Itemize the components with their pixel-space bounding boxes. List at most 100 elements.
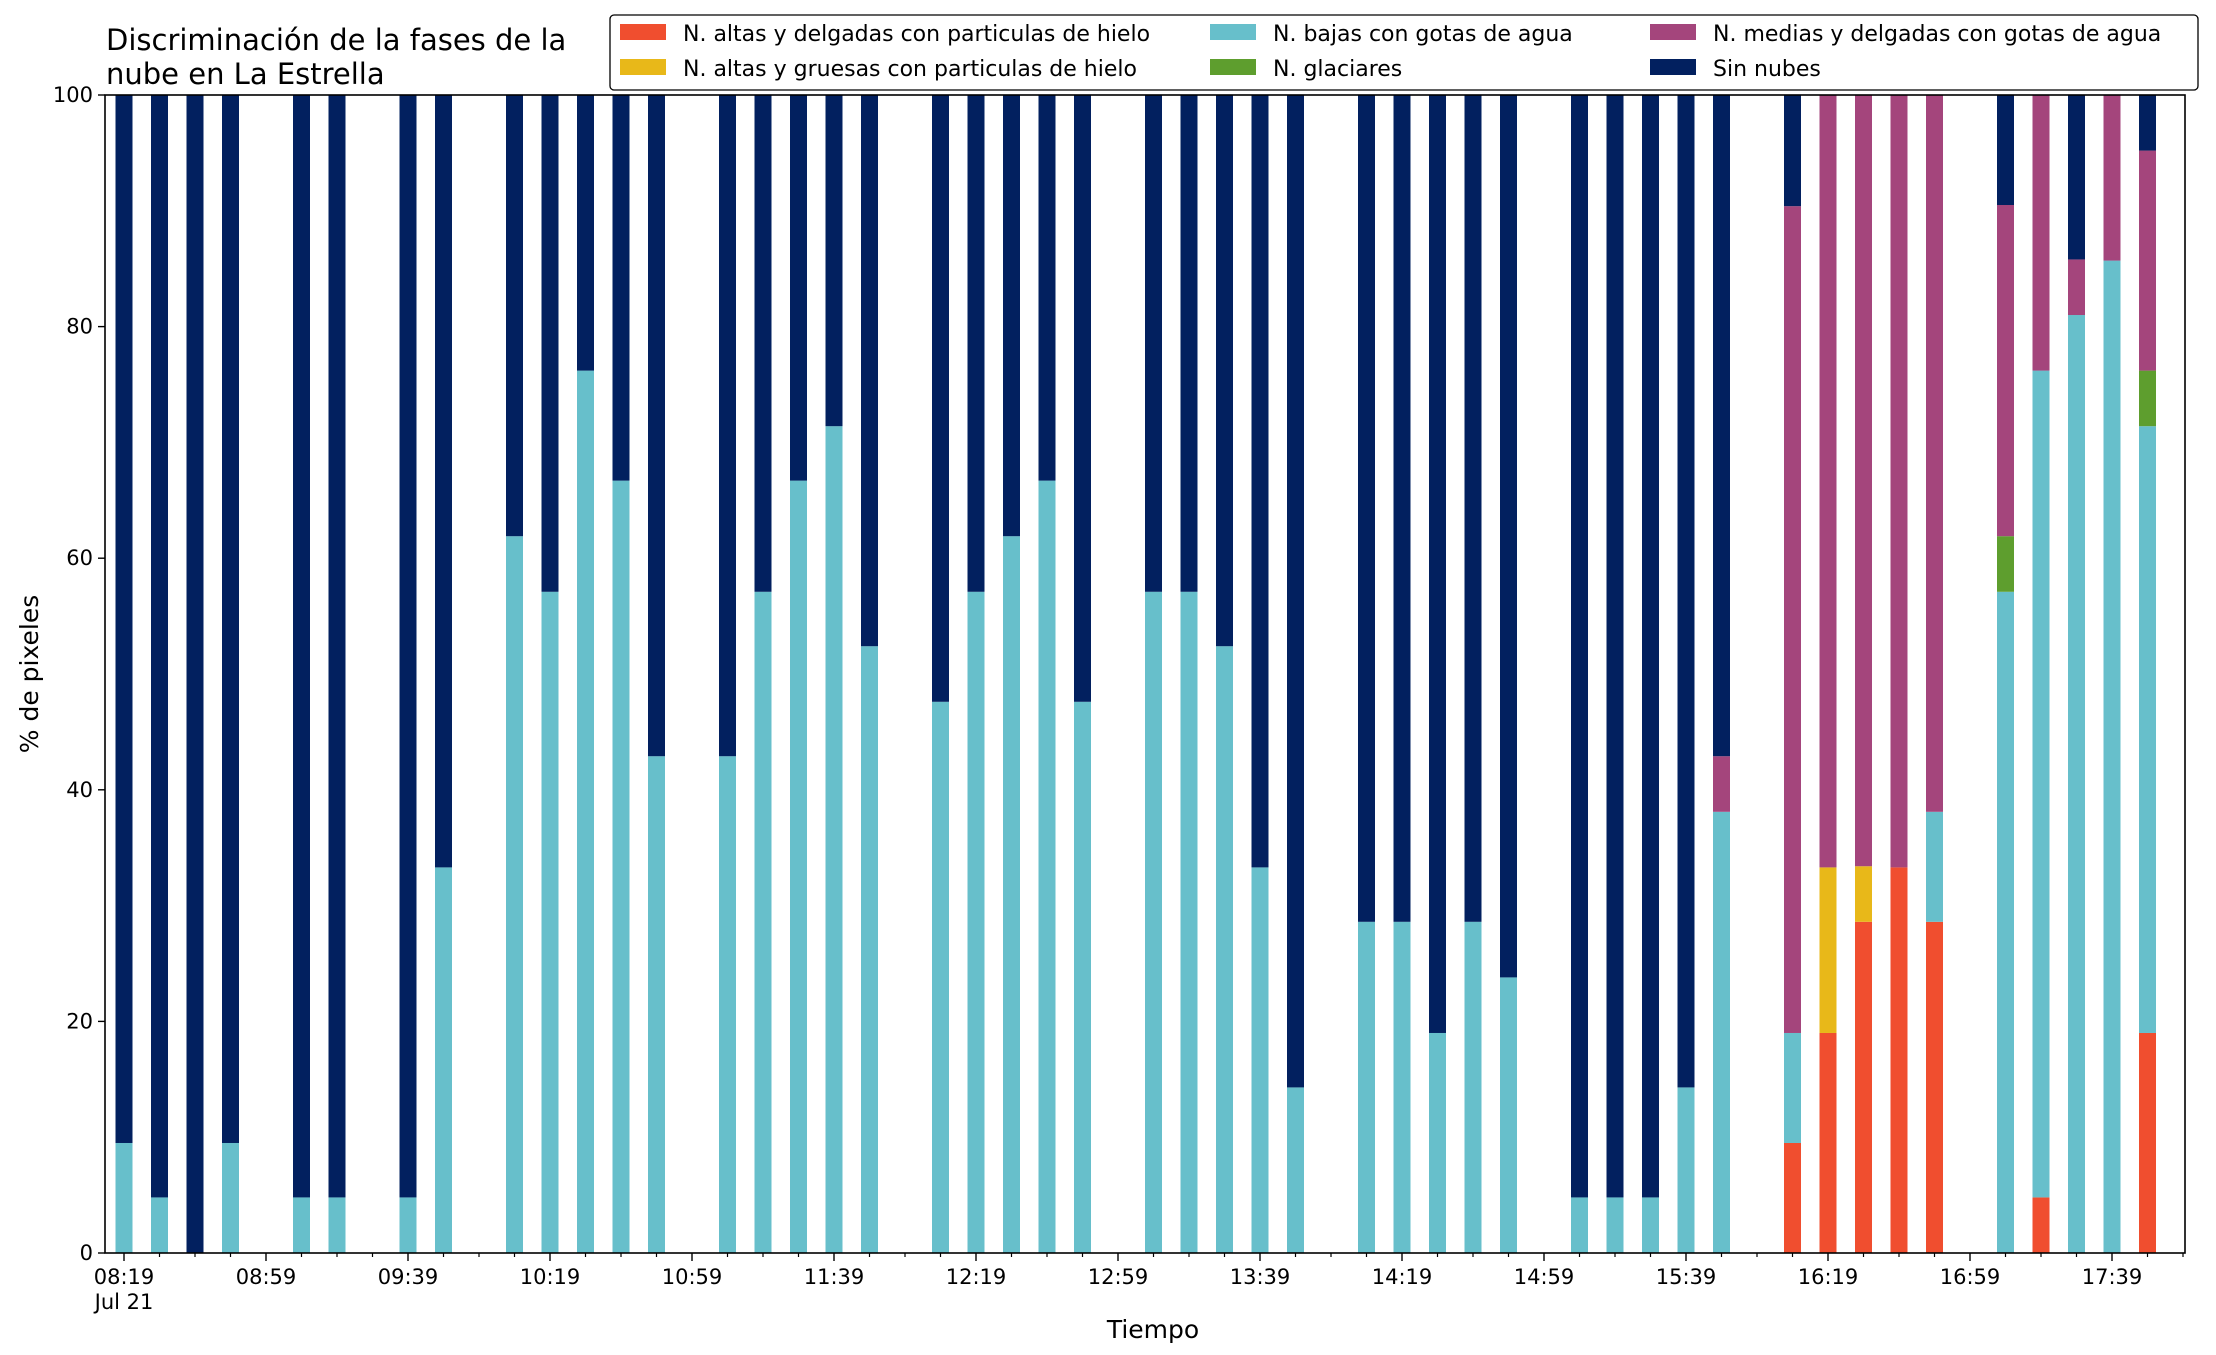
bar-segment-bajas_agua bbox=[1074, 701, 1091, 1253]
bar-segment-bajas_agua bbox=[293, 1197, 310, 1253]
legend-item-medias_agua: N. medias y delgadas con gotas de agua bbox=[1650, 22, 2161, 47]
bar-segment-alt_del_hielo bbox=[1819, 1032, 1837, 1253]
bar-segment-sin_nubes bbox=[648, 95, 665, 757]
legend-item-sin_nubes: Sin nubes bbox=[1650, 57, 1821, 82]
legend-swatch bbox=[1210, 24, 1256, 40]
bar-segment-bajas_agua bbox=[1606, 1197, 1624, 1253]
bar-segment-sin_nubes bbox=[1038, 95, 1056, 481]
bar-segment-medias_agua bbox=[2139, 150, 2156, 371]
bar-segment-bajas_agua bbox=[754, 591, 772, 1253]
bar-stack-38 bbox=[1464, 95, 1482, 1253]
bar-segment-bajas_agua bbox=[2068, 315, 2085, 1253]
bar-stack-19 bbox=[790, 95, 807, 1253]
bar-segment-bajas_agua bbox=[1642, 1197, 1659, 1253]
bar-segment-medias_agua bbox=[1784, 206, 1801, 1033]
bar-stack-29 bbox=[1145, 95, 1162, 1253]
x-tick-sublabel: Jul 21 bbox=[93, 1290, 154, 1314]
bar-segment-medias_agua bbox=[1997, 205, 2014, 537]
bar-segment-bajas_agua bbox=[1251, 867, 1269, 1253]
chart-title-line-2: nube en La Estrella bbox=[106, 57, 385, 91]
bar-segment-bajas_agua bbox=[1464, 921, 1482, 1253]
bar-segment-bajas_agua bbox=[115, 1142, 133, 1253]
bar-segment-bajas_agua bbox=[2032, 370, 2050, 1198]
bar-stack-5 bbox=[293, 95, 310, 1253]
bar-stack-24 bbox=[967, 95, 985, 1253]
bars-layer bbox=[115, 95, 2156, 1254]
bar-segment-sin_nubes bbox=[222, 95, 239, 1143]
bar-stack-18 bbox=[754, 95, 772, 1253]
bar-segment-sin_nubes bbox=[932, 95, 949, 702]
legend-item-alt_del_hielo: N. altas y delgadas con particulas de hi… bbox=[620, 22, 1150, 47]
bar-segment-bajas_agua bbox=[861, 646, 878, 1253]
bar-stack-11 bbox=[506, 95, 523, 1253]
bar-stack-0 bbox=[115, 95, 133, 1253]
bar-stack-9 bbox=[435, 95, 452, 1253]
bar-segment-sin_nubes bbox=[1251, 95, 1269, 868]
bar-segment-bajas_agua bbox=[1393, 921, 1411, 1253]
legend-label: N. bajas con gotas de agua bbox=[1273, 22, 1573, 47]
bar-stack-49 bbox=[1855, 95, 1872, 1253]
x-tick-label: 12:59 bbox=[1088, 1265, 1149, 1289]
bar-segment-bajas_agua bbox=[1713, 811, 1730, 1253]
bar-segment-sin_nubes bbox=[967, 95, 985, 592]
bar-segment-bajas_agua bbox=[1997, 591, 2014, 1253]
bar-segment-alt_grue_hielo bbox=[1855, 866, 1872, 922]
bar-segment-sin_nubes bbox=[2139, 95, 2156, 151]
bar-stack-57 bbox=[2139, 95, 2156, 1253]
bar-stack-33 bbox=[1287, 95, 1304, 1253]
plot-frame bbox=[104, 94, 2186, 1254]
bar-segment-bajas_agua bbox=[1677, 1087, 1695, 1253]
bar-segment-alt_del_hielo bbox=[1890, 867, 1908, 1253]
bar-segment-bajas_agua bbox=[2139, 426, 2156, 1033]
x-tick-label: 10:59 bbox=[662, 1265, 723, 1289]
bar-stack-14 bbox=[612, 95, 630, 1253]
bar-segment-sin_nubes bbox=[541, 95, 559, 592]
bar-segment-medias_agua bbox=[1713, 756, 1730, 812]
bar-segment-bajas_agua bbox=[1180, 591, 1198, 1253]
bar-stack-32 bbox=[1251, 95, 1269, 1253]
legend-item-glaciares: N. glaciares bbox=[1210, 57, 1402, 82]
bar-segment-bajas_agua bbox=[648, 756, 665, 1253]
bar-segment-medias_agua bbox=[1926, 95, 1943, 812]
bar-segment-sin_nubes bbox=[328, 95, 346, 1198]
bar-stack-37 bbox=[1429, 95, 1446, 1253]
legend-item-bajas_agua: N. bajas con gotas de agua bbox=[1210, 22, 1573, 47]
bar-segment-bajas_agua bbox=[1287, 1087, 1304, 1253]
legend-swatch bbox=[620, 59, 666, 75]
bar-segment-sin_nubes bbox=[577, 95, 594, 371]
bar-segment-bajas_agua bbox=[1571, 1197, 1588, 1253]
bar-segment-bajas_agua bbox=[932, 701, 949, 1253]
bar-segment-bajas_agua bbox=[1429, 1032, 1446, 1253]
y-tick-label: 40 bbox=[66, 778, 93, 802]
legend-label: N. altas y delgadas con particulas de hi… bbox=[683, 22, 1150, 47]
bar-segment-bajas_agua bbox=[1145, 591, 1162, 1253]
y-axis: 0 20 40 60 80 100 bbox=[53, 83, 105, 1265]
bar-segment-sin_nubes bbox=[1606, 95, 1624, 1198]
bar-segment-medias_agua bbox=[2103, 95, 2121, 261]
bar-segment-bajas_agua bbox=[541, 591, 559, 1253]
bar-segment-sin_nubes bbox=[1358, 95, 1375, 922]
bar-segment-bajas_agua bbox=[790, 480, 807, 1253]
bar-segment-bajas_agua bbox=[825, 426, 843, 1253]
bar-segment-medias_agua bbox=[1819, 95, 1837, 868]
bar-stack-20 bbox=[825, 95, 843, 1253]
bar-segment-bajas_agua bbox=[151, 1197, 168, 1253]
bar-segment-sin_nubes bbox=[186, 95, 204, 1253]
bar-segment-sin_nubes bbox=[1287, 95, 1304, 1088]
bar-segment-bajas_agua bbox=[1358, 921, 1375, 1253]
bar-segment-bajas_agua bbox=[328, 1197, 346, 1253]
bar-stack-39 bbox=[1500, 95, 1517, 1253]
bar-stack-51 bbox=[1926, 95, 1943, 1253]
bar-segment-medias_agua bbox=[2032, 95, 2050, 371]
bar-stack-36 bbox=[1393, 95, 1411, 1253]
bar-segment-medias_agua bbox=[2068, 259, 2085, 316]
x-tick-label: 17:39 bbox=[2082, 1265, 2143, 1289]
bar-stack-43 bbox=[1642, 95, 1659, 1253]
y-tick-label: 60 bbox=[66, 546, 93, 570]
bar-segment-bajas_agua bbox=[399, 1197, 417, 1253]
bar-stack-31 bbox=[1216, 95, 1233, 1253]
bar-stack-45 bbox=[1713, 95, 1730, 1253]
bar-segment-sin_nubes bbox=[1997, 95, 2014, 206]
bar-stack-42 bbox=[1606, 95, 1624, 1253]
